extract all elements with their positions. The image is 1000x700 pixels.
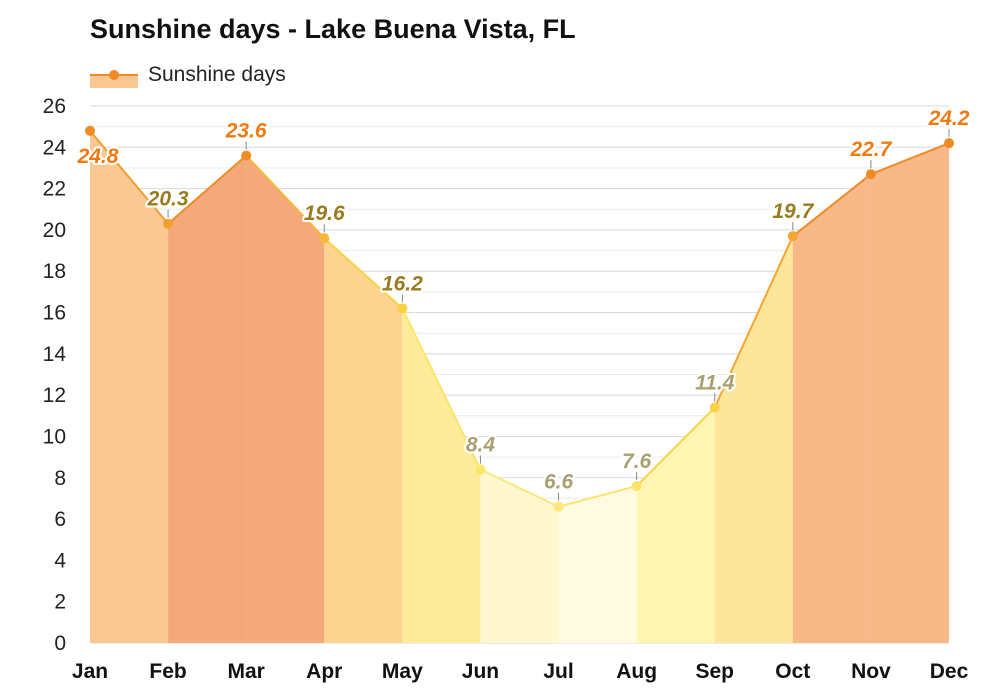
series-line-segment — [635, 406, 716, 487]
data-point — [709, 402, 720, 413]
data-label: 7.6 — [622, 450, 652, 473]
data-label: 19.7 — [772, 200, 814, 223]
series-line-segment — [480, 468, 559, 508]
y-tick-label: 18 — [43, 260, 66, 283]
data-point — [944, 138, 954, 149]
area-band — [246, 155, 325, 644]
series-line-segment — [401, 307, 482, 470]
data-label: 11.4 — [695, 372, 735, 395]
data-point — [241, 150, 252, 161]
y-tick-label: 16 — [43, 302, 66, 325]
data-point — [85, 125, 95, 136]
series-line-segment — [713, 235, 794, 408]
area-band — [870, 143, 949, 643]
y-tick-label: 22 — [43, 178, 66, 201]
series-line-segment — [870, 142, 950, 176]
x-tick-label: Jun — [462, 660, 499, 683]
y-tick-label: 0 — [54, 632, 66, 655]
area-band — [90, 130, 169, 644]
data-point — [865, 169, 876, 180]
x-tick-label: Apr — [306, 660, 342, 683]
chart-title: Sunshine days - Lake Buena Vista, FL — [90, 14, 576, 44]
y-tick-label: 8 — [54, 467, 66, 490]
series-line-segment — [323, 237, 404, 310]
y-tick-label: 6 — [54, 508, 66, 531]
series-line-segment — [245, 154, 325, 239]
area-band — [714, 236, 793, 643]
legend[interactable]: Sunshine days — [90, 62, 286, 88]
data-point — [475, 464, 486, 475]
data-label: 22.7 — [849, 138, 892, 161]
y-tick-label: 2 — [54, 591, 66, 614]
area-band — [168, 155, 247, 644]
data-label: 8.4 — [466, 434, 496, 457]
x-tick-label: Mar — [228, 660, 265, 683]
x-tick-label: May — [382, 660, 423, 683]
data-point — [631, 481, 642, 492]
data-point — [319, 233, 330, 244]
x-tick-label: Feb — [149, 660, 186, 683]
area-band — [558, 486, 637, 643]
area-band — [402, 308, 481, 643]
data-point — [163, 218, 174, 229]
data-label: 24.2 — [928, 107, 970, 130]
data-point — [553, 501, 564, 512]
data-label: 23.6 — [225, 120, 267, 143]
x-tick-label: Jul — [543, 660, 573, 683]
y-tick-label: 26 — [43, 95, 66, 118]
y-tick-label: 12 — [43, 384, 66, 407]
data-label: 24.8 — [77, 145, 119, 168]
y-tick-label: 24 — [43, 136, 67, 159]
area-band — [480, 469, 559, 643]
data-point — [397, 303, 408, 314]
data-label: 20.3 — [147, 188, 189, 211]
x-tick-label: Dec — [930, 660, 969, 683]
x-tick-label: Jan — [72, 660, 108, 683]
area-band — [636, 407, 715, 643]
legend-swatch — [90, 62, 138, 88]
y-tick-label: 4 — [54, 549, 66, 572]
x-tick-label: Aug — [616, 660, 657, 683]
series-line-segment — [558, 485, 637, 508]
x-tick-label: Sep — [695, 660, 734, 683]
data-point — [787, 231, 798, 242]
y-tick-label: 10 — [43, 425, 66, 448]
legend-swatch-icon — [90, 70, 138, 88]
series-line-segment — [792, 173, 872, 237]
legend-swatch-fill — [90, 75, 138, 88]
legend-label: Sunshine days — [148, 63, 286, 86]
area-band — [792, 174, 871, 643]
x-tick-label: Nov — [851, 660, 891, 683]
data-label: 19.6 — [304, 202, 345, 225]
legend-swatch-marker — [109, 70, 119, 80]
series-line-segment — [167, 154, 247, 225]
y-tick-label: 14 — [43, 343, 67, 366]
data-label: 16.2 — [382, 272, 423, 295]
series-line-segment — [89, 130, 169, 225]
x-tick-label: Oct — [775, 660, 810, 683]
y-tick-label: 20 — [43, 219, 66, 242]
area-band — [324, 238, 403, 643]
data-label: 6.6 — [544, 471, 574, 494]
